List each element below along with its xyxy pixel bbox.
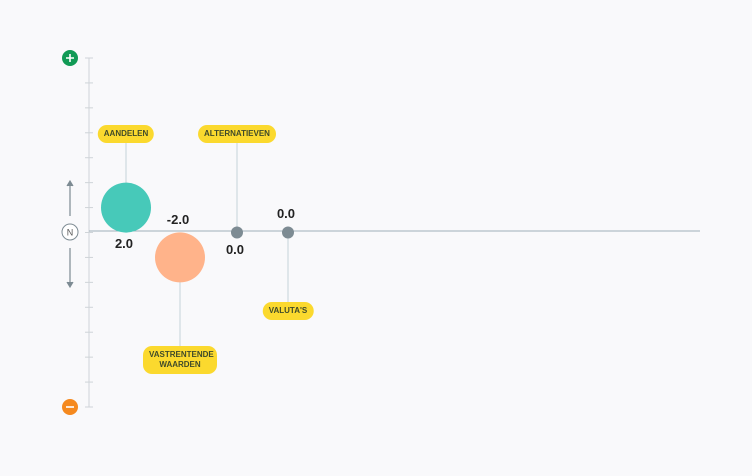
plus-sign xyxy=(66,54,74,62)
value-label: 0.0 xyxy=(277,206,295,221)
neutral-icon xyxy=(61,223,79,241)
category-label: VALUTA'S xyxy=(262,302,314,320)
value-label: -2.0 xyxy=(167,212,189,227)
bubble xyxy=(231,226,243,239)
value-label: 0.0 xyxy=(226,242,244,257)
category-label: VASTRENTENDE WAARDEN xyxy=(143,346,217,374)
category-label: AANDELEN xyxy=(97,125,155,143)
arrows xyxy=(66,179,74,289)
bubble xyxy=(155,232,205,283)
category-label: ALTERNATIEVEN xyxy=(198,125,276,143)
bubble xyxy=(101,182,151,233)
neutral-label: N xyxy=(67,227,74,237)
bubble xyxy=(282,226,294,239)
value-label: 2.0 xyxy=(115,236,133,251)
